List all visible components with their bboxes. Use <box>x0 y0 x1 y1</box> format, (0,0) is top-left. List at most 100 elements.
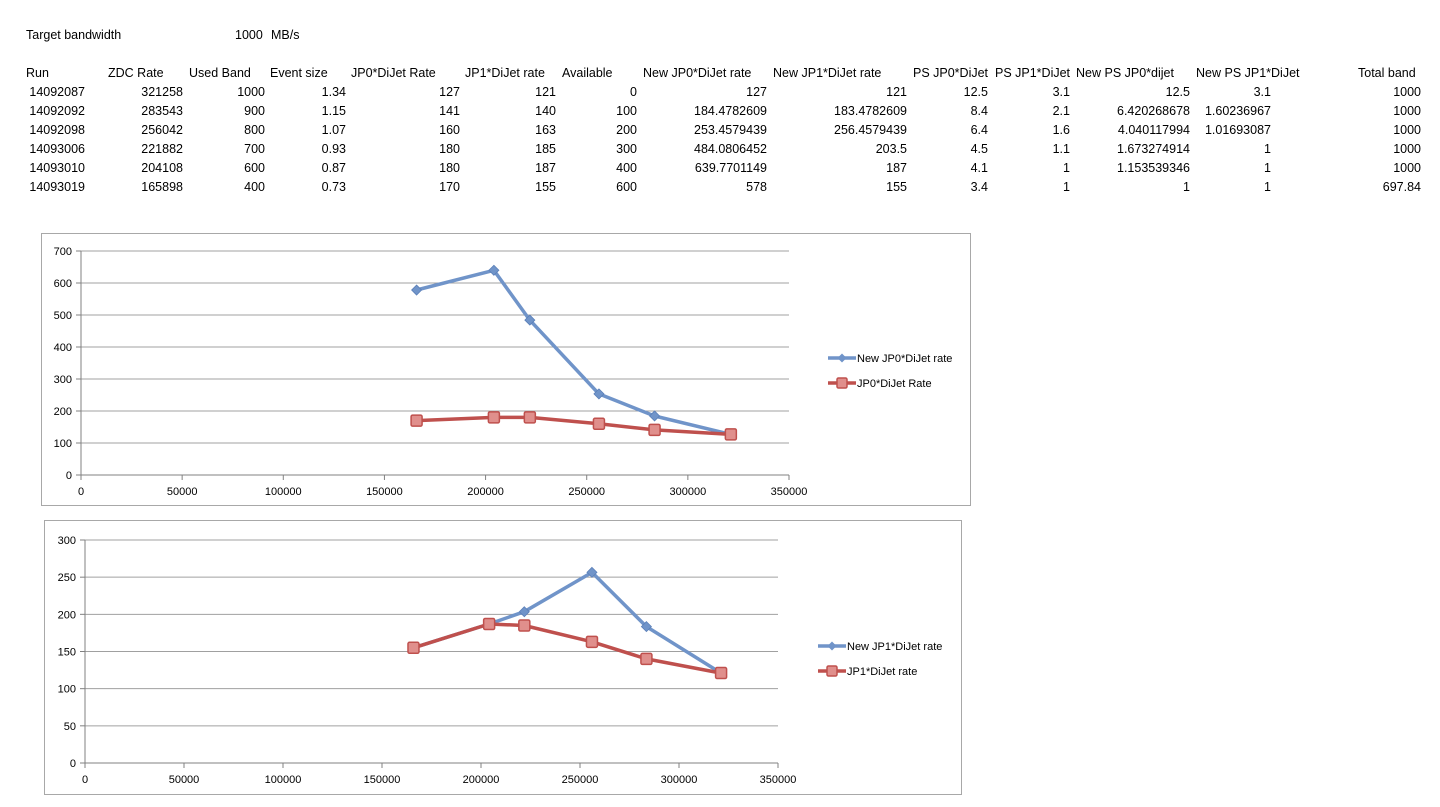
table-cell: 1000 <box>1393 123 1421 137</box>
y-tick-label: 500 <box>54 310 72 322</box>
target-bandwidth-label: Target bandwidth <box>26 28 122 42</box>
x-tick-label: 150000 <box>364 774 401 786</box>
y-tick-label: 700 <box>54 246 72 258</box>
table-cell: 14092087 <box>29 85 85 99</box>
table-cell: 170 <box>439 180 460 194</box>
series-line <box>416 268 732 437</box>
x-tick-label: 200000 <box>467 486 504 498</box>
table-cell: 12.5 <box>1165 85 1190 99</box>
table-cell: 4.040117994 <box>1117 123 1190 137</box>
legend-marker-diamond <box>827 641 837 651</box>
table-cell: 141 <box>439 104 460 118</box>
table-cell: 1.01693087 <box>1204 123 1271 137</box>
legend-label: New JP1*DiJet rate <box>847 641 942 653</box>
table-cell: 3.1 <box>1253 85 1271 99</box>
table-cell: 14092098 <box>29 123 85 137</box>
table-cell: 600 <box>244 161 265 175</box>
table-cell: 400 <box>244 180 265 194</box>
table-cell: 256.4579439 <box>834 123 907 137</box>
x-tick-label: 200000 <box>463 774 500 786</box>
table-cell: 600 <box>616 180 637 194</box>
table-cell: 1000 <box>1393 104 1421 118</box>
table-cell: 1000 <box>1393 161 1421 175</box>
table-cell: 253.4579439 <box>694 123 767 137</box>
data-point-square <box>724 428 738 441</box>
x-tick-label: 50000 <box>169 774 200 786</box>
table-cell: 127 <box>439 85 460 99</box>
y-tick-label: 200 <box>58 609 76 621</box>
table-cell: 1.6 <box>1052 123 1070 137</box>
table-cell: 639.7701149 <box>694 161 767 175</box>
y-tick-label: 200 <box>54 406 72 418</box>
col-used-band-header: Used Band <box>189 66 251 80</box>
table-cell: 3.1 <box>1052 85 1070 99</box>
col-new-jp1-dijet-rate-header: New JP1*DiJet rate <box>773 66 882 80</box>
data-point-diamond <box>411 284 423 296</box>
table-cell: 578 <box>746 180 767 194</box>
table-cell: 1 <box>1063 161 1070 175</box>
col-ps-jp0-dijet-header: PS JP0*DiJet <box>913 66 989 80</box>
table-cell: 256042 <box>141 123 183 137</box>
table-cell: 484.0806452 <box>694 142 767 156</box>
table-cell: 1 <box>1264 161 1271 175</box>
x-tick-label: 300000 <box>661 774 698 786</box>
x-tick-label: 100000 <box>265 774 302 786</box>
table-cell: 184.4782609 <box>694 104 767 118</box>
legend-marker-diamond <box>837 353 847 363</box>
table-cell: 140 <box>535 104 556 118</box>
table-cell: 1.34 <box>321 85 346 99</box>
data-point-diamond <box>524 314 536 326</box>
table-cell: 8.4 <box>970 104 988 118</box>
data-point-diamond <box>488 264 500 276</box>
y-tick-label: 0 <box>66 470 72 482</box>
col-new-jp0-dijet-rate-header: New JP0*DiJet rate <box>643 66 752 80</box>
target-bandwidth-unit: MB/s <box>271 28 300 42</box>
data-point-square <box>585 635 599 649</box>
data-point-square <box>592 417 606 431</box>
col-new-ps-jp0-dijet-header: New PS JP0*dijet <box>1076 66 1174 80</box>
series-line <box>416 415 732 437</box>
y-tick-label: 150 <box>58 647 76 659</box>
y-tick-label: 600 <box>54 278 72 290</box>
table-cell: 155 <box>886 180 907 194</box>
col-ps-jp1-dijet-header: PS JP1*DiJet <box>995 66 1071 80</box>
table-cell: 1 <box>1264 180 1271 194</box>
data-point-square <box>410 414 423 427</box>
table-cell: 1 <box>1183 180 1190 194</box>
x-tick-label: 350000 <box>760 774 797 786</box>
y-tick-label: 100 <box>58 684 76 696</box>
y-tick-label: 300 <box>54 374 72 386</box>
table-cell: 1 <box>1264 142 1271 156</box>
chart-jp1-dijet: 0 50 100 150 200 250 300 0 50000 100000 150000 2000… <box>44 520 962 795</box>
data-point-diamond <box>649 410 661 422</box>
x-tick-label: 0 <box>82 774 88 786</box>
col-jp1-dijet-rate-header: JP1*DiJet rate <box>465 66 545 80</box>
col-jp0-dijet-rate-header: JP0*DiJet Rate <box>351 66 436 80</box>
table-cell: 321258 <box>141 85 183 99</box>
table-cell: 14092092 <box>29 104 85 118</box>
table-cell: 1.1 <box>1052 142 1070 156</box>
data-point-diamond <box>518 606 530 618</box>
table-cell: 0.87 <box>321 161 346 175</box>
table-cell: 1000 <box>237 85 265 99</box>
series-line <box>412 570 723 675</box>
legend-marker-square <box>836 377 848 389</box>
table-cell: 180 <box>439 161 460 175</box>
table-cell: 180 <box>439 142 460 156</box>
table-cell: 1.673274914 <box>1117 142 1190 156</box>
data-point-square <box>407 641 420 655</box>
table-cell: 183.4782609 <box>834 104 907 118</box>
table-cell: 14093010 <box>29 161 85 175</box>
y-tick-label: 300 <box>58 535 76 547</box>
x-tick-label: 150000 <box>366 486 403 498</box>
y-tick-label: 250 <box>58 572 76 584</box>
table-cell: 160 <box>439 123 460 137</box>
table-cell: 2.1 <box>1052 104 1070 118</box>
target-bandwidth-value: 1000 <box>235 28 263 42</box>
table-cell: 900 <box>244 104 265 118</box>
x-tick-label: 0 <box>78 486 84 498</box>
table-cell: 1.15 <box>321 104 346 118</box>
chart-jp0-svg: 0 100 200 300 400 500 600 700 0 50000 100000 150000… <box>54 246 953 498</box>
table-cell: 1000 <box>1393 85 1421 99</box>
y-tick-label: 50 <box>64 721 76 733</box>
